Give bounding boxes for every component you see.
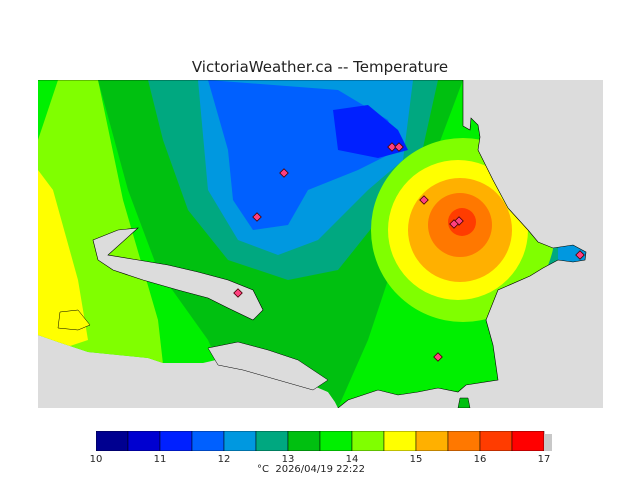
legend-swatch: [511, 431, 545, 451]
temperature-map: [38, 80, 603, 408]
station-marker[interactable]: [233, 288, 243, 298]
coastline: [38, 80, 587, 408]
island-southwest: [57, 309, 91, 331]
legend-tick-label: 11: [153, 454, 167, 465]
station-marker[interactable]: [387, 142, 397, 152]
legend-swatch: [159, 431, 193, 451]
legend-tick-label: 12: [217, 454, 231, 465]
station-marker[interactable]: [394, 142, 404, 152]
legend-swatch: [447, 431, 481, 451]
legend-swatch: [255, 431, 289, 451]
legend-swatch: [223, 431, 257, 451]
legend-tick-label: 10: [89, 454, 103, 465]
legend-tick-label: 16: [473, 454, 487, 465]
legend-swatch: [415, 431, 449, 451]
inlet-south: [207, 341, 329, 391]
unit-label: °C: [257, 464, 269, 475]
station-markers: [233, 142, 585, 362]
color-legend: [96, 431, 552, 451]
legend-swatch: [287, 431, 321, 451]
channel-north: [92, 227, 264, 321]
station-marker[interactable]: [575, 250, 585, 260]
legend-swatch: [191, 431, 225, 451]
legend-swatch: [96, 431, 129, 451]
small-island-se: [457, 397, 471, 408]
band-darkblue: [333, 105, 408, 158]
legend-swatch: [351, 431, 385, 451]
timestamp: 2026/04/19 22:22: [275, 464, 365, 475]
band-yellow-west: [38, 170, 88, 350]
map-title: VictoriaWeather.ca -- Temperature: [191, 58, 449, 76]
legend-swatch: [383, 431, 417, 451]
legend-tick-label: 17: [537, 454, 551, 465]
station-marker[interactable]: [449, 219, 459, 229]
legend-extra-swatch: [544, 434, 552, 451]
legend-swatch: [127, 431, 161, 451]
legend-tick-label: 14: [345, 454, 359, 465]
legend-swatch: [479, 431, 513, 451]
station-marker[interactable]: [279, 168, 289, 178]
station-marker[interactable]: [419, 195, 429, 205]
station-marker[interactable]: [252, 212, 262, 222]
station-marker[interactable]: [433, 352, 443, 362]
footer: °C 2026/04/19 22:22: [257, 464, 365, 475]
legend-swatch: [319, 431, 353, 451]
legend-tick-label: 15: [409, 454, 423, 465]
legend-tick-label: 13: [281, 454, 295, 465]
